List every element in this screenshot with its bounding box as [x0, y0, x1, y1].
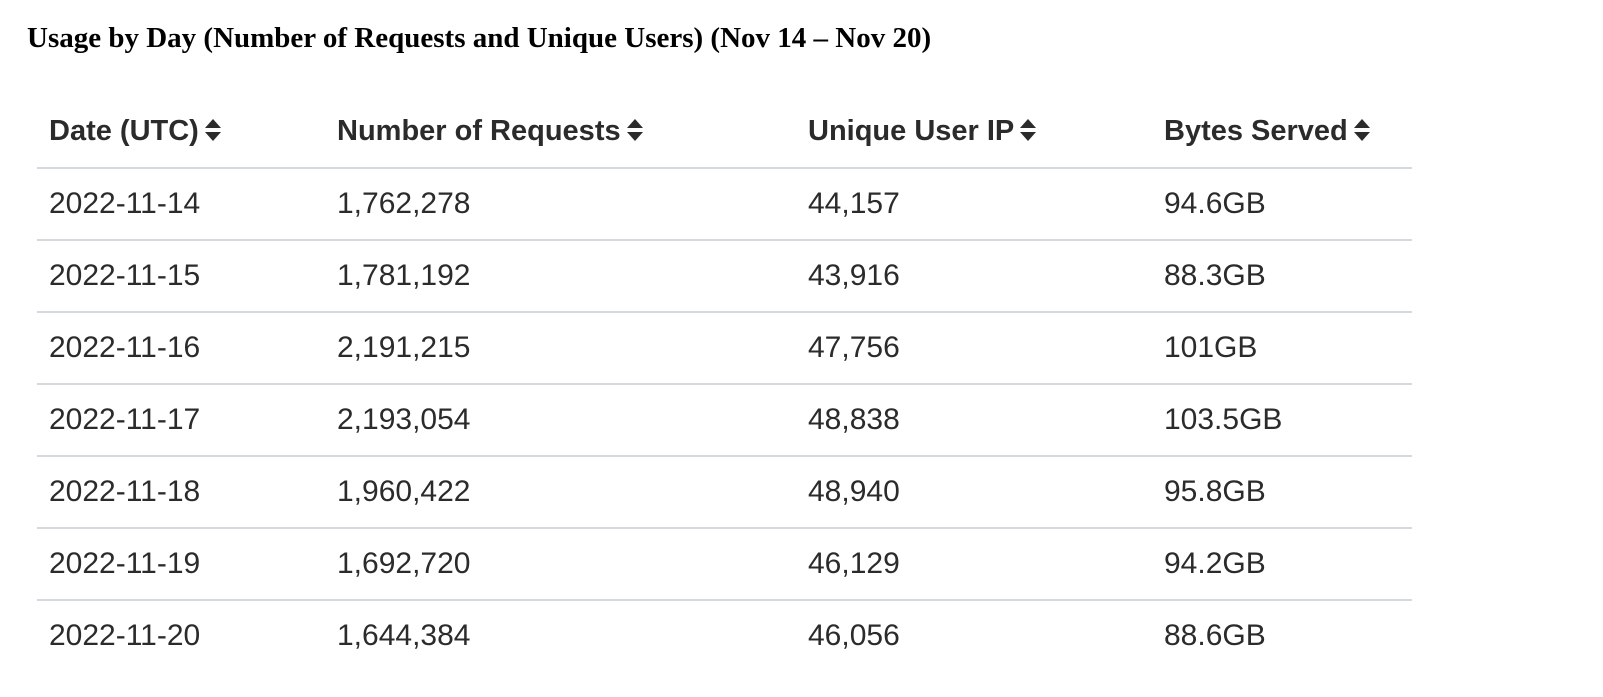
- sort-icon[interactable]: [626, 118, 643, 142]
- cell-date: 2022-11-20: [49, 619, 201, 652]
- column-header-date[interactable]: Date (UTC): [37, 96, 325, 169]
- cell-bytes: 94.2GB: [1152, 528, 1412, 601]
- cell-date: 2022-11-14: [37, 168, 325, 241]
- cell-requests: 1,644,384: [337, 619, 471, 652]
- column-header-label: Bytes Served: [1164, 115, 1348, 147]
- cell-date: 2022-11-18: [37, 456, 325, 529]
- cell-date: 2022-11-15: [37, 240, 325, 313]
- cell-unique-ip: 47,756: [796, 312, 1152, 385]
- table-row: 2022-11-19 1,692,720 46,129 94.2GB: [37, 528, 1412, 601]
- cell-bytes: 88.3GB: [1152, 240, 1412, 313]
- cell-unique-ip: 46,129: [796, 528, 1152, 601]
- cell-bytes: 88.6GB: [1164, 619, 1266, 652]
- cell-requests: 1,960,422: [325, 456, 796, 529]
- cell-bytes: 95.8GB: [1152, 456, 1412, 529]
- table-row: 2022-11-15 1,781,192 43,916 88.3GB: [37, 240, 1412, 313]
- table-row: 2022-11-18 1,960,422 48,940 95.8GB: [37, 456, 1412, 529]
- column-header-requests[interactable]: Number of Requests: [325, 96, 796, 169]
- cell-requests: 1,692,720: [325, 528, 796, 601]
- column-header-label: Number of Requests: [337, 115, 621, 147]
- cell-date: 2022-11-16: [37, 312, 325, 385]
- column-header-bytes[interactable]: Bytes Served: [1152, 96, 1412, 169]
- cell-unique-ip: 43,916: [796, 240, 1152, 313]
- cell-requests: 2,193,054: [325, 384, 796, 457]
- table-row: 2022-11-14 1,762,278 44,157 94.6GB: [37, 168, 1412, 241]
- cell-unique-ip: 44,157: [796, 168, 1152, 241]
- cell-bytes: 101GB: [1152, 312, 1412, 385]
- cell-requests: 2,191,215: [325, 312, 796, 385]
- table-header-row: Date (UTC) Number of Requests Unique Use…: [37, 96, 1412, 169]
- cell-unique-ip: 46,056: [808, 619, 900, 652]
- column-header-unique-ip[interactable]: Unique User IP: [796, 96, 1152, 169]
- cell-date: 2022-11-19: [37, 528, 325, 601]
- cell-date: 2022-11-17: [37, 384, 325, 457]
- cell-bytes: 94.6GB: [1152, 168, 1412, 241]
- column-header-label: Date (UTC): [49, 115, 199, 147]
- column-header-label: Unique User IP: [808, 115, 1015, 147]
- table-row: 2022-11-20 1,644,384 46,056 88.6GB: [37, 600, 1412, 671]
- page-title: Usage by Day (Number of Requests and Uni…: [27, 22, 932, 54]
- sort-icon[interactable]: [1353, 118, 1370, 142]
- sort-icon[interactable]: [1020, 118, 1037, 142]
- cell-requests: 1,781,192: [325, 240, 796, 313]
- sort-icon[interactable]: [204, 118, 221, 142]
- usage-table: Date (UTC) Number of Requests Unique Use…: [37, 96, 1412, 671]
- cell-unique-ip: 48,838: [796, 384, 1152, 457]
- table-row: 2022-11-16 2,191,215 47,756 101GB: [37, 312, 1412, 385]
- table-row: 2022-11-17 2,193,054 48,838 103.5GB: [37, 384, 1412, 457]
- cell-unique-ip: 48,940: [796, 456, 1152, 529]
- cell-bytes: 103.5GB: [1152, 384, 1412, 457]
- cell-requests: 1,762,278: [325, 168, 796, 241]
